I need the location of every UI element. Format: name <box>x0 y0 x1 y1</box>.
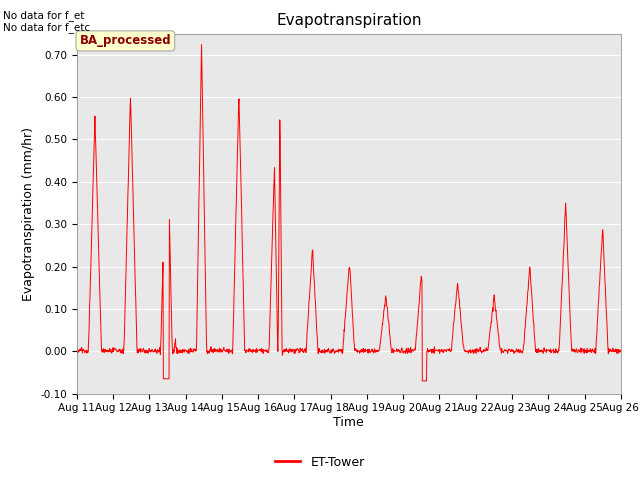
Legend: ET-Tower: ET-Tower <box>270 451 370 474</box>
X-axis label: Time: Time <box>333 416 364 429</box>
Text: BA_processed: BA_processed <box>79 35 171 48</box>
Y-axis label: Evapotranspiration (mm/hr): Evapotranspiration (mm/hr) <box>22 127 35 300</box>
Text: No data for f_et
No data for f_etc: No data for f_et No data for f_etc <box>3 10 90 33</box>
Title: Evapotranspiration: Evapotranspiration <box>276 13 422 28</box>
